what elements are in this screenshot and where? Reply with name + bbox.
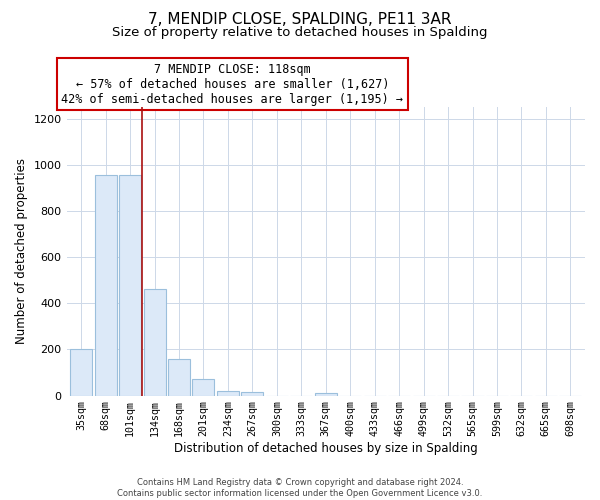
Y-axis label: Number of detached properties: Number of detached properties <box>15 158 28 344</box>
Bar <box>95 176 116 396</box>
X-axis label: Distribution of detached houses by size in Spalding: Distribution of detached houses by size … <box>174 442 478 455</box>
Text: Contains HM Land Registry data © Crown copyright and database right 2024.
Contai: Contains HM Land Registry data © Crown c… <box>118 478 482 498</box>
Text: 7, MENDIP CLOSE, SPALDING, PE11 3AR: 7, MENDIP CLOSE, SPALDING, PE11 3AR <box>148 12 452 28</box>
Bar <box>193 380 214 396</box>
Bar <box>241 392 263 396</box>
Bar <box>70 350 92 396</box>
Bar <box>217 390 239 396</box>
Bar <box>168 358 190 396</box>
Text: Size of property relative to detached houses in Spalding: Size of property relative to detached ho… <box>112 26 488 39</box>
Text: 7 MENDIP CLOSE: 118sqm
← 57% of detached houses are smaller (1,627)
42% of semi-: 7 MENDIP CLOSE: 118sqm ← 57% of detached… <box>61 62 403 106</box>
Bar <box>315 394 337 396</box>
Bar <box>119 176 141 396</box>
Bar <box>143 290 166 396</box>
